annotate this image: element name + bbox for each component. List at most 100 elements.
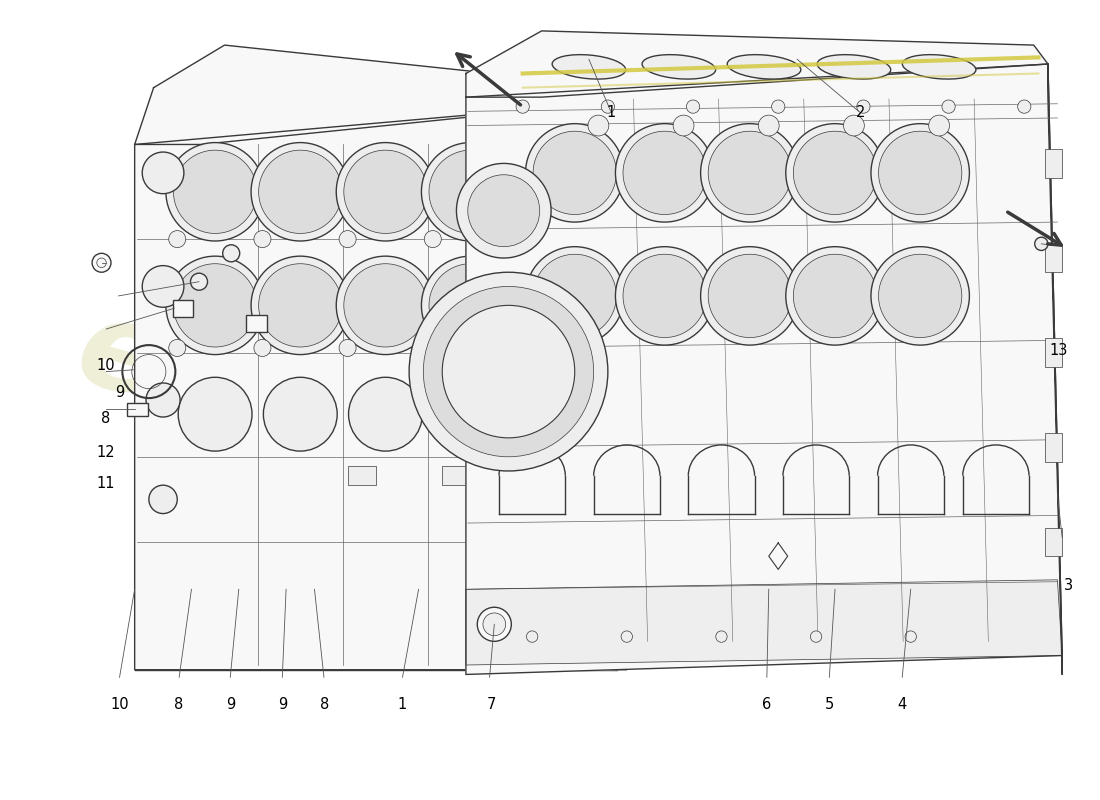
- Circle shape: [1018, 100, 1031, 114]
- Text: 1: 1: [606, 105, 615, 120]
- Circle shape: [344, 150, 427, 234]
- Text: 2: 2: [856, 105, 866, 120]
- Circle shape: [701, 246, 799, 345]
- Circle shape: [222, 245, 240, 262]
- Bar: [1045, 433, 1063, 462]
- Text: 13: 13: [1049, 343, 1067, 358]
- Circle shape: [339, 230, 356, 248]
- Text: europcces: europcces: [64, 290, 773, 586]
- Circle shape: [566, 230, 583, 248]
- Circle shape: [673, 115, 694, 136]
- Circle shape: [251, 256, 350, 354]
- Circle shape: [409, 272, 608, 471]
- Bar: [128, 403, 147, 416]
- Bar: [173, 300, 194, 317]
- Text: 5: 5: [825, 697, 834, 712]
- Circle shape: [905, 631, 916, 642]
- Bar: [442, 466, 471, 485]
- Circle shape: [785, 246, 884, 345]
- Circle shape: [758, 115, 779, 136]
- Circle shape: [174, 264, 256, 347]
- Circle shape: [251, 142, 350, 241]
- Bar: [348, 466, 376, 485]
- Text: a passion for: a passion for: [284, 440, 553, 550]
- Circle shape: [142, 266, 184, 307]
- Circle shape: [1035, 238, 1048, 250]
- Circle shape: [258, 264, 342, 347]
- Circle shape: [166, 256, 264, 354]
- Circle shape: [174, 150, 256, 234]
- Text: 9: 9: [227, 697, 235, 712]
- Text: 11: 11: [97, 476, 116, 490]
- Circle shape: [588, 115, 608, 136]
- Text: 4: 4: [898, 697, 906, 712]
- Circle shape: [263, 378, 338, 451]
- Polygon shape: [617, 88, 627, 670]
- Circle shape: [811, 631, 822, 642]
- Circle shape: [615, 124, 714, 222]
- Circle shape: [339, 339, 356, 357]
- Polygon shape: [466, 580, 1063, 665]
- Circle shape: [793, 131, 877, 214]
- Circle shape: [527, 631, 538, 642]
- Text: 8: 8: [101, 411, 110, 426]
- Bar: [1045, 150, 1063, 178]
- Text: 85: 85: [829, 373, 935, 446]
- Circle shape: [483, 613, 506, 636]
- Text: 1: 1: [398, 697, 407, 712]
- Circle shape: [349, 378, 422, 451]
- Circle shape: [844, 115, 865, 136]
- Circle shape: [708, 131, 792, 214]
- Ellipse shape: [817, 54, 891, 79]
- Circle shape: [92, 254, 111, 272]
- Ellipse shape: [642, 54, 716, 79]
- Circle shape: [421, 142, 520, 241]
- Text: 10: 10: [97, 358, 116, 374]
- Text: 8: 8: [320, 697, 329, 712]
- Text: 8: 8: [174, 697, 184, 712]
- Circle shape: [871, 246, 969, 345]
- Circle shape: [708, 254, 792, 338]
- Circle shape: [168, 339, 186, 357]
- Circle shape: [879, 131, 961, 214]
- Polygon shape: [134, 45, 627, 145]
- Text: 9: 9: [114, 385, 124, 400]
- Circle shape: [433, 378, 507, 451]
- Circle shape: [146, 383, 180, 417]
- Circle shape: [168, 230, 186, 248]
- Circle shape: [178, 378, 252, 451]
- Circle shape: [468, 174, 540, 246]
- Bar: [1045, 244, 1063, 272]
- Circle shape: [771, 100, 784, 114]
- Text: 7: 7: [486, 697, 496, 712]
- Circle shape: [793, 254, 877, 338]
- Circle shape: [928, 115, 949, 136]
- Circle shape: [429, 264, 513, 347]
- Circle shape: [526, 246, 624, 345]
- Text: 3: 3: [1064, 578, 1074, 593]
- Polygon shape: [134, 102, 617, 670]
- Polygon shape: [1048, 64, 1063, 674]
- Circle shape: [424, 286, 594, 457]
- Circle shape: [442, 306, 574, 438]
- Text: 6: 6: [762, 697, 771, 712]
- Ellipse shape: [902, 54, 976, 79]
- Text: 12: 12: [97, 446, 116, 461]
- Circle shape: [526, 124, 624, 222]
- Circle shape: [871, 124, 969, 222]
- Circle shape: [337, 142, 434, 241]
- Bar: [1045, 528, 1063, 556]
- Bar: [1045, 338, 1063, 367]
- Circle shape: [421, 256, 520, 354]
- Circle shape: [337, 256, 434, 354]
- Circle shape: [429, 150, 513, 234]
- Circle shape: [534, 254, 616, 338]
- Circle shape: [166, 142, 264, 241]
- Circle shape: [623, 254, 706, 338]
- Circle shape: [516, 100, 529, 114]
- Circle shape: [879, 254, 961, 338]
- Text: 10: 10: [110, 697, 129, 712]
- Circle shape: [686, 100, 700, 114]
- Circle shape: [534, 131, 616, 214]
- Circle shape: [566, 339, 583, 357]
